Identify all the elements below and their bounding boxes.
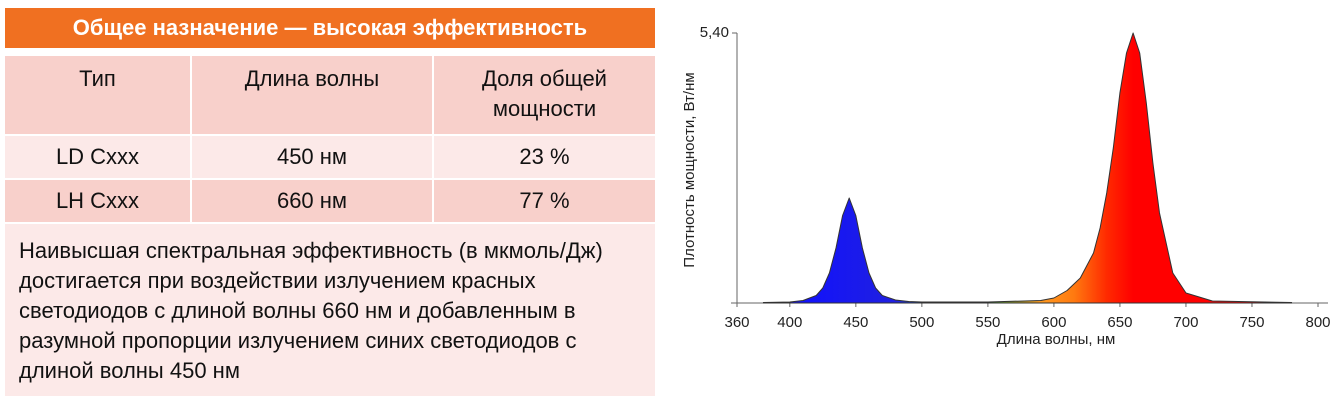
cell: 660 нм [192, 180, 432, 222]
x-tick-label: 500 [909, 314, 934, 331]
cell: 450 нм [192, 136, 432, 178]
x-tick-label: 550 [975, 314, 1000, 331]
x-axis-label: Длина волны, нм [997, 331, 1116, 348]
x-tick-label: 650 [1107, 314, 1132, 331]
x-tick-label: 360 [724, 314, 749, 331]
header-cell: Длина волны [192, 56, 432, 134]
spectrum-area [762, 32, 1293, 304]
x-tick-label: 700 [1173, 314, 1198, 331]
y-axis-label: Плотность мощности, Вт/нм [681, 72, 698, 267]
table: Тип Длина волны Доля общей мощности LD C… [3, 54, 657, 224]
x-tick-label: 750 [1239, 314, 1264, 331]
y-tick-label: 5,40 [700, 24, 729, 41]
cell: 23 % [434, 136, 655, 178]
x-tick-label: 800 [1305, 314, 1330, 331]
note: Наивысшая спектральная эффективность (в … [5, 224, 655, 396]
table-title: Общее назначение — высокая эффективность [5, 8, 655, 48]
table-block: Общее назначение — высокая эффективность… [5, 8, 655, 396]
x-tick-label: 600 [1041, 314, 1066, 331]
header-cell: Доля общей мощности [434, 56, 655, 134]
cell: 77 % [434, 180, 655, 222]
cell: LD Cxxx [5, 136, 190, 178]
cell: LH Cxxx [5, 180, 190, 222]
x-tick-label: 450 [843, 314, 868, 331]
x-tick-label: 400 [777, 314, 802, 331]
header-cell: Тип [5, 56, 190, 134]
